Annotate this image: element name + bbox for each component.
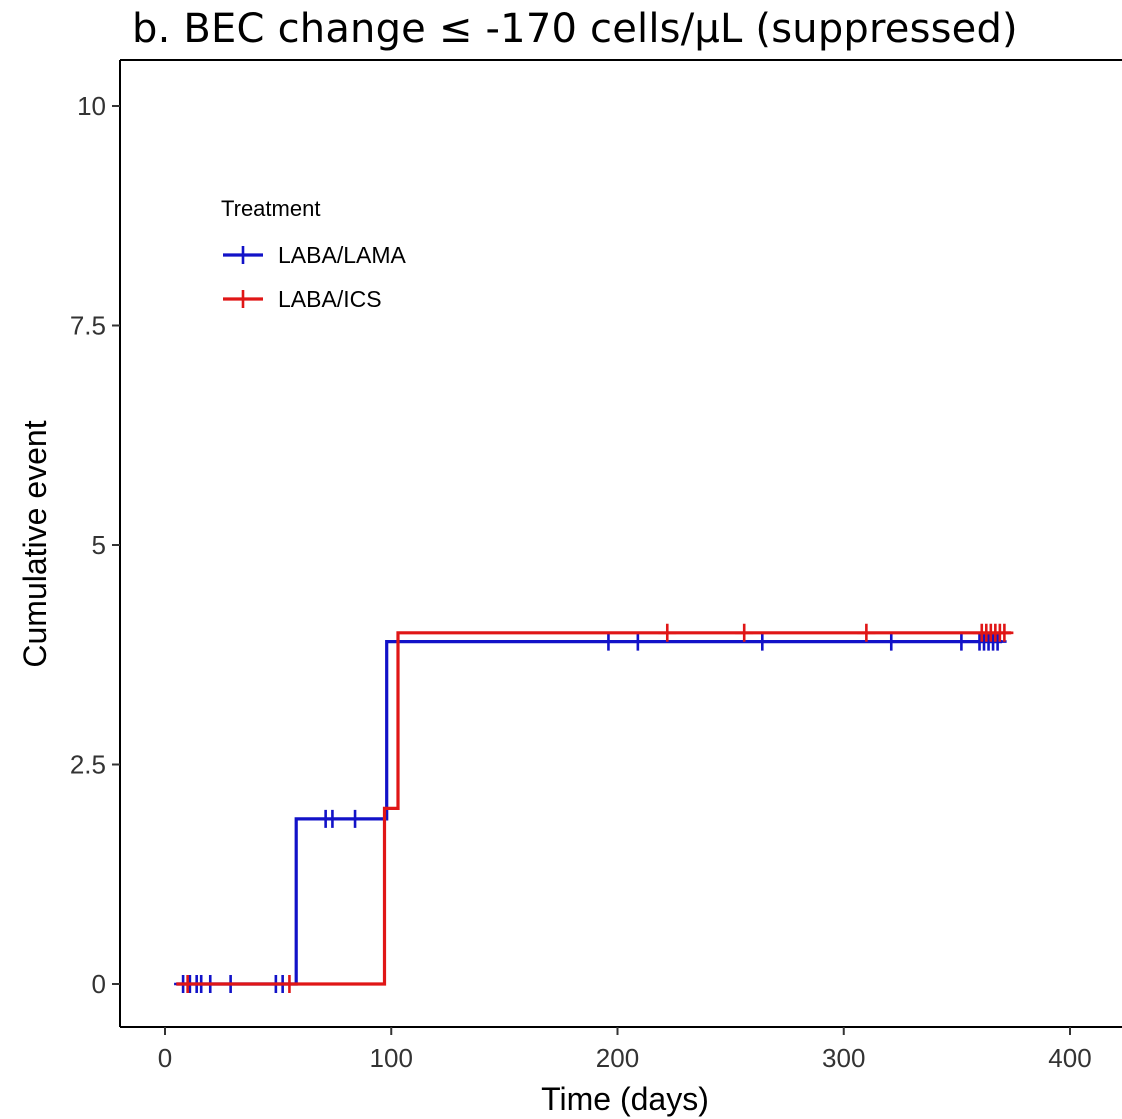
censor-mark: [952, 632, 971, 651]
legend-key-marker: [234, 246, 252, 264]
censor-mark: [323, 809, 342, 828]
x-tick-label: 0: [158, 1043, 172, 1073]
x-tick-label: 400: [1048, 1043, 1091, 1073]
y-tick-label: 2.5: [70, 750, 106, 780]
legend: Treatment LABA/LAMA LABA/ICS: [221, 196, 406, 312]
censor-mark: [280, 975, 299, 993]
censor-mark: [628, 632, 647, 651]
series-laba-ics: [176, 623, 1014, 993]
legend-title: Treatment: [221, 196, 320, 221]
legend-key-marker: [234, 290, 252, 308]
censor-mark: [658, 623, 677, 642]
censor-mark: [735, 623, 754, 642]
series-line: [176, 640, 1003, 986]
censor-mark: [882, 632, 901, 651]
censor-mark: [753, 632, 772, 651]
legend-label: LABA/LAMA: [278, 242, 406, 268]
censor-mark: [178, 975, 197, 993]
chart-title: b. BEC change ≤ -170 cells/μL (suppresse…: [132, 6, 1018, 52]
censor-mark: [995, 623, 1014, 642]
series-laba-lama: [174, 632, 1007, 993]
y-tick-label: 5: [92, 530, 106, 560]
legend-item: LABA/ICS: [223, 286, 382, 312]
series-layer: [174, 623, 1014, 993]
y-tick-label: 10: [77, 91, 106, 121]
series-line: [176, 631, 1012, 986]
y-axis-title: Cumulative event: [17, 420, 53, 667]
x-tick-label: 100: [370, 1043, 413, 1073]
x-axis-title: Time (days): [541, 1081, 709, 1117]
y-tick-label: 0: [92, 969, 106, 999]
x-tick-label: 300: [822, 1043, 865, 1073]
censor-mark: [346, 809, 365, 828]
x-tick-label: 200: [596, 1043, 639, 1073]
y-tick-label: 7.5: [70, 311, 106, 341]
censor-mark: [857, 623, 876, 642]
legend-label: LABA/ICS: [278, 286, 382, 312]
censor-mark: [599, 632, 618, 651]
legend-item: LABA/LAMA: [223, 242, 406, 268]
